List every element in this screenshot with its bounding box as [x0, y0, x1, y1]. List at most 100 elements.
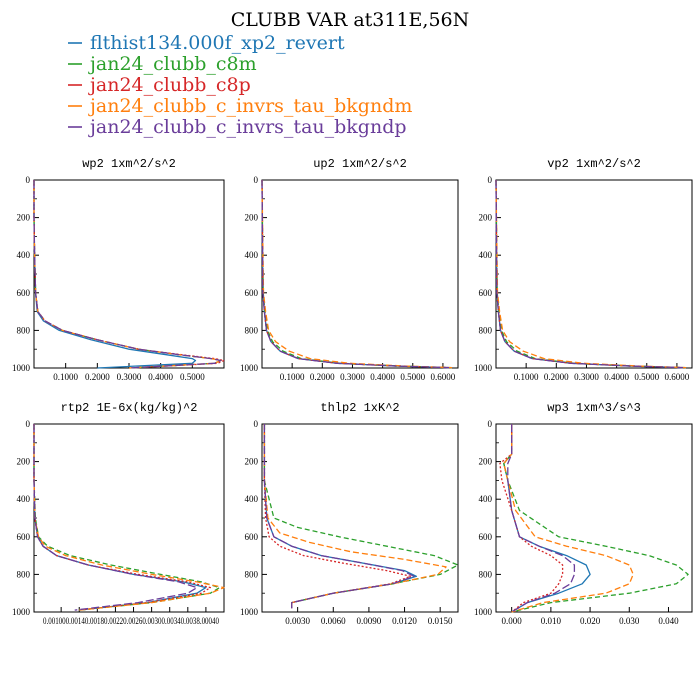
legend-label: jan24_clubb_c_invrs_tau_bkgndp [88, 116, 407, 138]
legend-label: jan24_clubb_c8p [88, 74, 251, 96]
series-line [261, 179, 453, 369]
series-line [33, 424, 225, 611]
y-tick-label: 200 [17, 213, 31, 223]
panel: thlp2 1xK^2 0 200 400 600 800 1000 0.0030 0.0060… [240, 401, 459, 626]
series-line [261, 179, 450, 369]
series-line [263, 424, 447, 609]
series-line [495, 179, 684, 369]
legend-entry: jan24_clubb_c8p [68, 74, 251, 96]
y-tick-label: 600 [17, 532, 31, 542]
series-line [503, 424, 591, 613]
x-tick-label: 0.0060 [321, 616, 346, 626]
y-tick-label: 0 [488, 419, 493, 429]
y-tick-label: 1000 [474, 363, 493, 373]
panel: vp2 1xm^2/s^2 0 200 400 600 800 1000 0.1000 0.20… [474, 157, 693, 382]
panel-title: rtp2 1E-6x(kg/kg)^2 [61, 401, 198, 415]
panels: wp2 1xm^2/s^2 0 200 400 600 800 1000 0.1000 0.20… [12, 157, 693, 626]
series-line [507, 424, 576, 613]
y-tick-label: 1000 [240, 363, 259, 373]
x-tick-label: 0.4000 [148, 372, 173, 382]
x-tick-label: 0.5000 [180, 372, 205, 382]
y-tick-label: 800 [479, 569, 493, 579]
panel-title: vp2 1xm^2/s^2 [547, 157, 641, 171]
series-line [495, 179, 684, 369]
x-tick-label-run: 0.001000.00140.00180.00220.00260.00300.0… [43, 616, 219, 626]
y-tick-label: 0 [488, 175, 493, 185]
series-line [33, 180, 222, 369]
x-tick-label: 0.1000 [514, 372, 539, 382]
y-tick-label: 600 [245, 288, 259, 298]
y-tick-label: 1000 [12, 607, 31, 617]
series-line [261, 179, 450, 369]
legend-label: flthist134.000f_xp2_revert [90, 32, 345, 54]
panel-title: thlp2 1xK^2 [320, 401, 399, 415]
figure-title: CLUBB VAR at311E,56N [231, 9, 470, 31]
y-tick-label: 800 [479, 325, 493, 335]
x-tick-label: 0.0120 [392, 616, 417, 626]
x-tick-label: 0.4000 [604, 372, 629, 382]
x-tick-label: 0.5000 [634, 372, 659, 382]
series-line [33, 180, 222, 369]
y-tick-label: 200 [245, 457, 259, 467]
plot-frame [495, 423, 693, 613]
y-tick-label: 800 [17, 569, 31, 579]
panel: wp2 1xm^2/s^2 0 200 400 600 800 1000 0.1000 0.20… [12, 157, 225, 382]
series-line [263, 424, 415, 609]
x-tick-label: 0.040 [658, 616, 679, 626]
x-tick-label: 0.2000 [544, 372, 569, 382]
x-tick-label: 0.1000 [53, 372, 78, 382]
series-line [495, 179, 687, 369]
legend-entry: jan24_clubb_c_invrs_tau_bkgndm [68, 95, 412, 117]
x-tick-label: 0.3000 [117, 372, 142, 382]
y-tick-label: 0 [26, 419, 31, 429]
x-tick-label: 0.3000 [574, 372, 599, 382]
y-tick-label: 400 [17, 250, 31, 260]
y-tick-label: 0 [254, 419, 259, 429]
y-tick-label: 1000 [240, 607, 259, 617]
plot-frame [495, 179, 693, 369]
y-tick-label: 800 [245, 325, 259, 335]
x-tick-label: 0.3000 [340, 372, 365, 382]
plot-frame [261, 179, 459, 369]
series-line [263, 424, 412, 609]
series-line [33, 180, 197, 369]
x-tick-label: 0.6000 [665, 372, 690, 382]
x-tick-label: 0.020 [580, 616, 601, 626]
series-line [33, 424, 198, 611]
y-tick-label: 1000 [474, 607, 493, 617]
x-tick-label: 0.010 [541, 616, 562, 626]
series-line [33, 180, 222, 369]
y-tick-label: 1000 [12, 363, 31, 373]
plot-frame [33, 179, 225, 369]
legend-entry: jan24_clubb_c_invrs_tau_bkgndp [68, 116, 407, 138]
y-tick-label: 800 [245, 569, 259, 579]
panel-title: wp2 1xm^2/s^2 [82, 157, 176, 171]
legend-label: jan24_clubb_c8m [88, 53, 257, 75]
y-tick-label: 200 [479, 213, 493, 223]
series-line [263, 424, 418, 609]
legend-label: jan24_clubb_c_invrs_tau_bkgndm [88, 95, 412, 117]
legend-entry: jan24_clubb_c8m [68, 53, 257, 75]
y-tick-label: 600 [17, 288, 31, 298]
x-tick-label: 0.0090 [357, 616, 382, 626]
panel: rtp2 1E-6x(kg/kg)^2 0 200 400 600 800 1000 0.00… [12, 401, 225, 626]
series-line [499, 424, 564, 613]
x-tick-label: 0.0030 [285, 616, 310, 626]
y-tick-label: 200 [17, 457, 31, 467]
series-line [33, 424, 212, 611]
y-tick-label: 400 [479, 494, 493, 504]
y-tick-label: 200 [245, 213, 259, 223]
plot-frame [261, 423, 459, 613]
series-line [261, 179, 453, 369]
x-tick-label: 0.2000 [310, 372, 335, 382]
x-tick-label: 0.1000 [280, 372, 305, 382]
panel-title: wp3 1xm^3/s^3 [547, 401, 641, 415]
y-tick-label: 200 [479, 457, 493, 467]
x-tick-label: 0.030 [619, 616, 640, 626]
y-tick-label: 600 [479, 288, 493, 298]
x-tick-label: 0.5000 [400, 372, 425, 382]
series-line [503, 424, 634, 613]
series-line [263, 424, 459, 609]
series-line [503, 424, 689, 613]
